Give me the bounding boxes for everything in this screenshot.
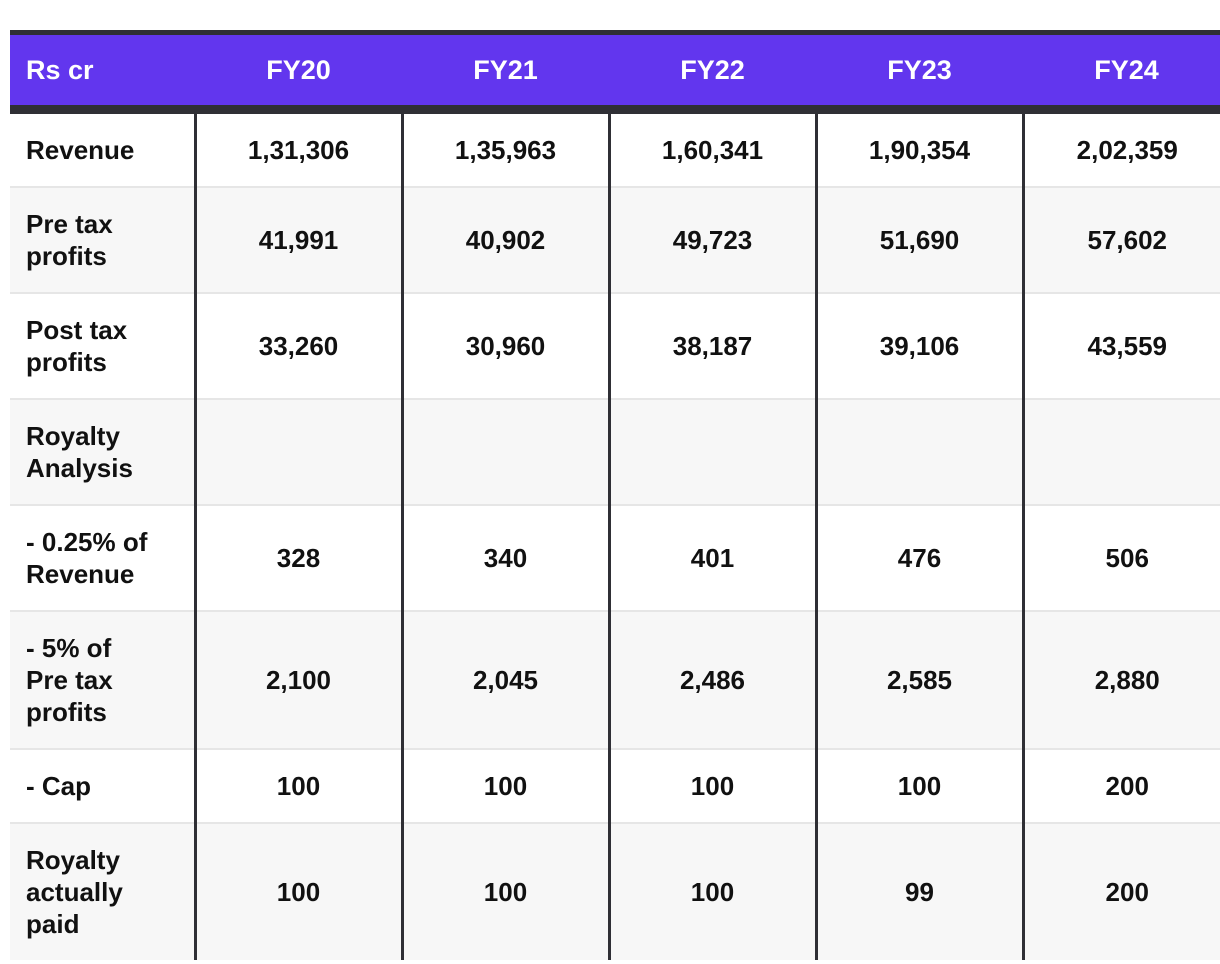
table-row: - 0.25% of Revenue 328 340 401 476 506 [10,505,1220,612]
table-cell: 99 [814,823,1023,960]
row-label: - 5% of Pre tax profits [10,611,195,750]
table-cell: 100 [607,749,816,824]
table-row: Royalty actually paid 100 100 100 99 200 [10,823,1220,960]
table-cell [193,399,402,506]
year-header: FY24 [1023,32,1220,108]
table-cell: 100 [193,823,402,960]
table-cell: 340 [400,505,609,612]
table-cell: 2,100 [193,611,402,750]
table-cell [607,399,816,506]
row-label: Royalty Analysis [10,399,195,506]
row-label: Post tax profits [10,293,195,400]
table-row: Post tax profits 33,260 30,960 38,187 39… [10,293,1220,400]
table-cell: 328 [193,505,402,612]
table-cell: 100 [400,823,609,960]
table-cell: 2,585 [814,611,1023,750]
table-cell: 2,02,359 [1021,114,1220,188]
table-cell: 100 [400,749,609,824]
year-header: FY21 [402,32,609,108]
table-cell: 49,723 [607,187,816,294]
table-cell: 1,31,306 [193,114,402,188]
table-cell: 100 [193,749,402,824]
table-cell: 100 [607,823,816,960]
table-cell: 1,90,354 [814,114,1023,188]
row-label: Pre tax profits [10,187,195,294]
table-cell: 57,602 [1021,187,1220,294]
table-cell [814,399,1023,506]
unit-header: Rs cr [10,32,195,108]
header-row: Rs cr FY20 FY21 FY22 FY23 FY24 [10,32,1220,108]
table-cell: 100 [814,749,1023,824]
table-cell [1021,399,1220,506]
table-cell: 39,106 [814,293,1023,400]
row-label: Revenue [10,114,195,188]
row-label: - 0.25% of Revenue [10,505,195,612]
table-row: - 5% of Pre tax profits 2,100 2,045 2,48… [10,611,1220,750]
table-cell: 43,559 [1021,293,1220,400]
table-cell: 40,902 [400,187,609,294]
table-cell: 200 [1021,823,1220,960]
table-cell: 2,045 [400,611,609,750]
table-cell: 200 [1021,749,1220,824]
royalty-table-container: Rs cr FY20 FY21 FY22 FY23 FY24 Revenue 1… [10,30,1220,960]
year-header: FY23 [816,32,1023,108]
table-cell: 476 [814,505,1023,612]
table-cell: 33,260 [193,293,402,400]
table-cell: 401 [607,505,816,612]
table-cell: 2,486 [607,611,816,750]
year-header: FY22 [609,32,816,108]
table-cell [400,399,609,506]
table-row: - Cap 100 100 100 100 200 [10,749,1220,824]
table-cell: 38,187 [607,293,816,400]
table-cell: 41,991 [193,187,402,294]
table-row: Royalty Analysis [10,399,1220,506]
table-cell: 1,60,341 [607,114,816,188]
table-cell: 2,880 [1021,611,1220,750]
royalty-table: Rs cr FY20 FY21 FY22 FY23 FY24 Revenue 1… [10,30,1220,960]
table-cell: 1,35,963 [400,114,609,188]
year-header: FY20 [195,32,402,108]
header-divider [10,107,1220,114]
table-row: Revenue 1,31,306 1,35,963 1,60,341 1,90,… [10,114,1220,188]
row-label: - Cap [10,749,195,824]
table-cell: 51,690 [814,187,1023,294]
row-label: Royalty actually paid [10,823,195,960]
table-cell: 506 [1021,505,1220,612]
table-cell: 30,960 [400,293,609,400]
table-row: Pre tax profits 41,991 40,902 49,723 51,… [10,187,1220,294]
